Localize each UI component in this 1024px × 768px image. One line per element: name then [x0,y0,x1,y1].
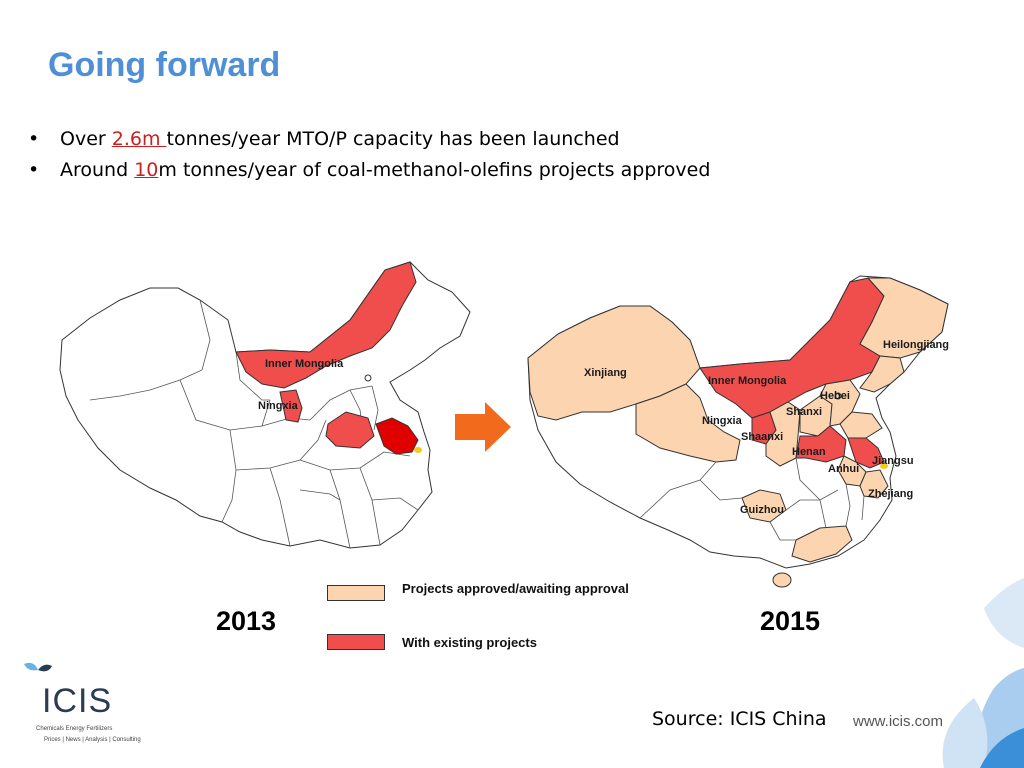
bullet-marker: • [28,159,40,181]
legend-swatch-approved [327,585,385,601]
logo-word: ICIS [42,682,113,720]
label-inner-mongolia-2015: Inner Mongolia [708,375,787,387]
label-jiangsu-2015: Jiangsu [872,455,914,467]
label-henan-2015: Henan [792,446,826,458]
bullet-text-after: tonnes/year MTO/P capacity has been laun… [166,128,620,150]
decorative-corner-shapes [942,578,1024,768]
bullet-highlight: 10 [134,159,159,181]
year-label-2013: 2013 [216,606,277,636]
shanghai-marker-2015 [880,463,888,469]
label-ningxia-2015: Ningxia [702,415,743,427]
province-borders-2015 [639,457,865,541]
bullet-item: • Over 2.6m tonnes/year MTO/P capacity ha… [28,124,710,155]
source-text: Source: ICIS China [652,708,827,730]
beijing-marker-2013 [364,374,372,382]
province-anhui-2013 [375,417,419,455]
province-qinghai-2015 [635,383,741,463]
province-northeast-2015 [859,355,905,393]
arrow-right-icon [455,402,511,452]
label-heilongjiang-2015: Heilongjiang [883,339,949,351]
label-shanxi-2015: Shanxi [786,406,822,418]
province-heilongjiang-2015 [859,277,949,359]
logo-tagline: Chemicals Energy Fertilizers [36,726,113,732]
shanghai-marker-2013 [414,447,422,453]
year-label-2015: 2015 [760,606,821,636]
bullet-text-before: Around [60,159,135,181]
logo-services: Prices | News | Analysis | Consulting [44,737,141,743]
label-hebei-2015: Hebei [820,390,850,402]
province-hainan-2015 [772,572,792,588]
website-url: www.icis.com [853,713,944,730]
label-ningxia-2013: Ningxia [258,400,299,412]
label-guizhou-2015: Guizhou [740,504,784,516]
province-inner-mongolia-2013 [235,261,417,389]
province-borders-2013 [89,299,419,549]
legend-label-approved: Projects approved/awaiting approval [402,581,629,596]
label-inner-mongolia-2013: Inner Mongolia [265,358,344,370]
icis-logo: ICIS Chemicals Energy Fertilizers Prices… [22,660,162,750]
province-henan-2013 [325,411,375,449]
bullet-highlight: 2.6m [111,128,167,150]
label-zhejiang-2015: Zhejiang [868,488,913,500]
legend-swatch-existing [327,634,385,650]
slide-title: Going forward [48,46,281,84]
label-shaanxi-2015: Shaanxi [741,431,783,443]
province-zhejiang-2015 [859,469,889,499]
bullet-marker: • [28,128,40,150]
legend-label-existing: With existing projects [402,635,537,650]
province-guangdong-2015 [791,525,853,563]
label-anhui-2015: Anhui [828,463,859,475]
province-ningxia-2013 [279,389,303,423]
label-xinjiang-2015: Xinjiang [584,367,627,379]
beijing-marker-2015 [834,392,842,400]
bullet-text-before: Over [60,128,112,150]
bullet-text-after: m tonnes/year of coal-methanol-olefins p… [158,159,711,181]
bullet-item: • Around 10m tonnes/year of coal-methanol… [28,155,710,186]
logo-mark-icon [24,662,52,672]
province-shaanxi-2015 [765,401,801,467]
bullet-list: • Over 2.6m tonnes/year MTO/P capacity ha… [28,124,710,186]
